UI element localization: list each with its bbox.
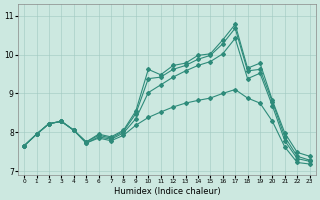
X-axis label: Humidex (Indice chaleur): Humidex (Indice chaleur) <box>114 187 220 196</box>
